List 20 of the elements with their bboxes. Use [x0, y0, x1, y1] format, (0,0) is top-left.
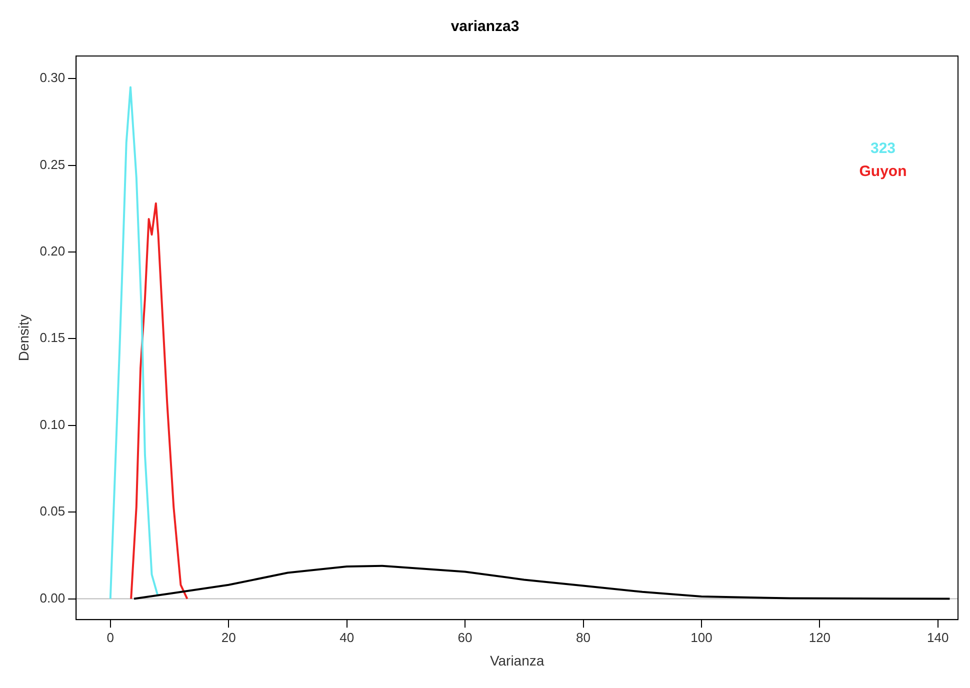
y-tick-label: 0.15	[40, 330, 66, 346]
y-tick-label: 0.30	[40, 70, 66, 86]
text: Guyon	[859, 163, 907, 180]
x-tick-label: 100	[690, 630, 712, 645]
text: 323	[870, 140, 896, 158]
x-tick-label: 60	[458, 630, 472, 645]
y-tick-label: 0.25	[40, 156, 66, 172]
y-tick-label: 0.20	[40, 244, 66, 259]
x-tick-label: 40	[340, 630, 354, 645]
y-tick-label: 0.05	[40, 504, 66, 519]
y-tick-label: 0.00	[40, 590, 66, 606]
y-tick-label: 0.10	[40, 416, 66, 432]
x-axis-title: Varianza	[490, 652, 544, 668]
x-tick-label: 120	[808, 630, 831, 645]
x-tick-label: 0	[106, 630, 114, 645]
chart-title: varianza3	[450, 18, 520, 36]
y-axis-title: Density	[15, 314, 32, 362]
x-tick-label: 140	[927, 630, 949, 645]
x-tick-label: 20	[221, 630, 236, 645]
x-tick-label: 80	[576, 630, 590, 645]
